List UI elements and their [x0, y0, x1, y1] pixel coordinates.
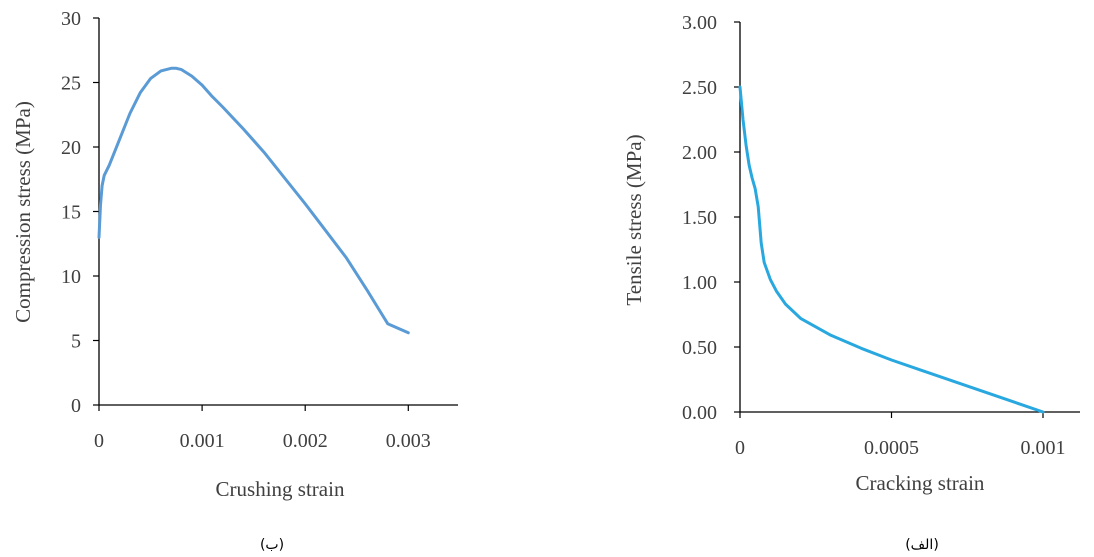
compression-x-tick-label: 0.002	[283, 430, 328, 452]
tension-y-ticks: 0.00 0.50 1.00 1.50 2.00 2.50 3.00	[682, 12, 740, 424]
compression-x-tick-label: 0	[94, 430, 104, 452]
compression-chart: 0 5 10 15 20 25 30 0 0.001 0.002 0.003 Crushing s…	[11, 8, 458, 553]
tension-chart: 0.00 0.50 1.00 1.50 2.00 2.50 3.00 0 0.0005 0.00…	[622, 12, 1080, 553]
compression-y-tick-label: 5	[71, 331, 81, 353]
tension-y-axis-label: Tensile stress (MPa)	[622, 134, 646, 305]
tension-y-tick-label: 3.00	[682, 12, 717, 34]
compression-y-tick-label: 25	[61, 73, 81, 95]
tension-x-ticks: 0 0.0005 0.001	[735, 412, 1066, 459]
compression-caption: (ب)	[260, 537, 284, 553]
compression-x-tick-label: 0.003	[386, 430, 431, 452]
tension-y-tick-label: 0.00	[682, 402, 717, 424]
compression-x-ticks: 0 0.001 0.002 0.003	[94, 405, 431, 452]
tension-curve	[738, 85, 1045, 414]
tension-x-tick-label: 0.0005	[864, 437, 919, 459]
tension-y-tick-label: 1.50	[682, 207, 717, 229]
tension-x-tick-label: 0	[735, 437, 745, 459]
compression-y-tick-label: 20	[61, 137, 81, 159]
tension-x-axis-label: Cracking strain	[856, 471, 985, 495]
tension-caption: (الف)	[905, 537, 939, 553]
compression-y-ticks: 0 5 10 15 20 25 30	[61, 8, 99, 417]
tension-y-tick-label: 1.00	[682, 272, 717, 294]
compression-x-tick-label: 0.001	[180, 430, 225, 452]
tension-y-tick-label: 2.50	[682, 77, 717, 99]
compression-y-tick-label: 15	[61, 202, 81, 224]
compression-y-tick-label: 0	[71, 395, 81, 417]
compression-curve	[97, 66, 410, 335]
tension-y-tick-label: 0.50	[682, 337, 717, 359]
tension-y-tick-label: 2.00	[682, 142, 717, 164]
compression-x-axis-label: Crushing strain	[216, 477, 345, 501]
tension-x-tick-label: 0.001	[1021, 437, 1066, 459]
compression-y-tick-label: 10	[61, 266, 81, 288]
compression-y-tick-label: 30	[61, 8, 81, 30]
compression-y-axis-label: Compression stress (MPa)	[11, 101, 35, 323]
